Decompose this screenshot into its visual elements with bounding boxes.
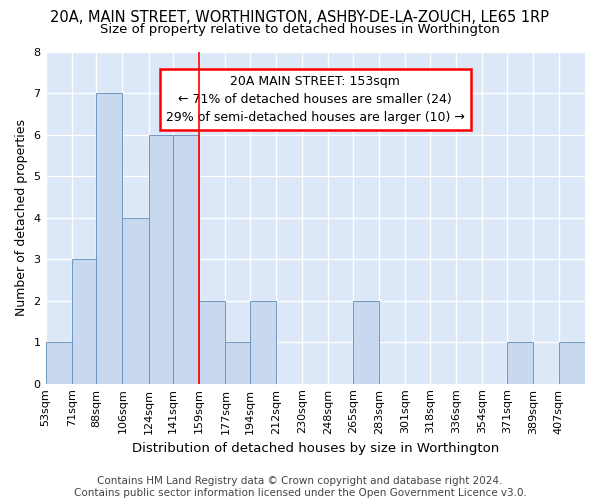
- Bar: [46, 342, 71, 384]
- Text: 20A, MAIN STREET, WORTHINGTON, ASHBY-DE-LA-ZOUCH, LE65 1RP: 20A, MAIN STREET, WORTHINGTON, ASHBY-DE-…: [50, 10, 550, 25]
- Text: Size of property relative to detached houses in Worthington: Size of property relative to detached ho…: [100, 22, 500, 36]
- Text: 20A MAIN STREET: 153sqm
← 71% of detached houses are smaller (24)
29% of semi-de: 20A MAIN STREET: 153sqm ← 71% of detache…: [166, 75, 465, 124]
- Bar: [353, 300, 379, 384]
- Bar: [506, 342, 533, 384]
- Text: Contains HM Land Registry data © Crown copyright and database right 2024.
Contai: Contains HM Land Registry data © Crown c…: [74, 476, 526, 498]
- X-axis label: Distribution of detached houses by size in Worthington: Distribution of detached houses by size …: [131, 442, 499, 455]
- Bar: [226, 342, 251, 384]
- Y-axis label: Number of detached properties: Number of detached properties: [15, 119, 28, 316]
- Bar: [173, 134, 199, 384]
- Bar: [71, 259, 98, 384]
- Bar: [250, 300, 276, 384]
- Bar: [559, 342, 585, 384]
- Bar: [149, 134, 175, 384]
- Bar: [122, 218, 149, 384]
- Bar: [96, 93, 122, 384]
- Bar: [199, 300, 226, 384]
